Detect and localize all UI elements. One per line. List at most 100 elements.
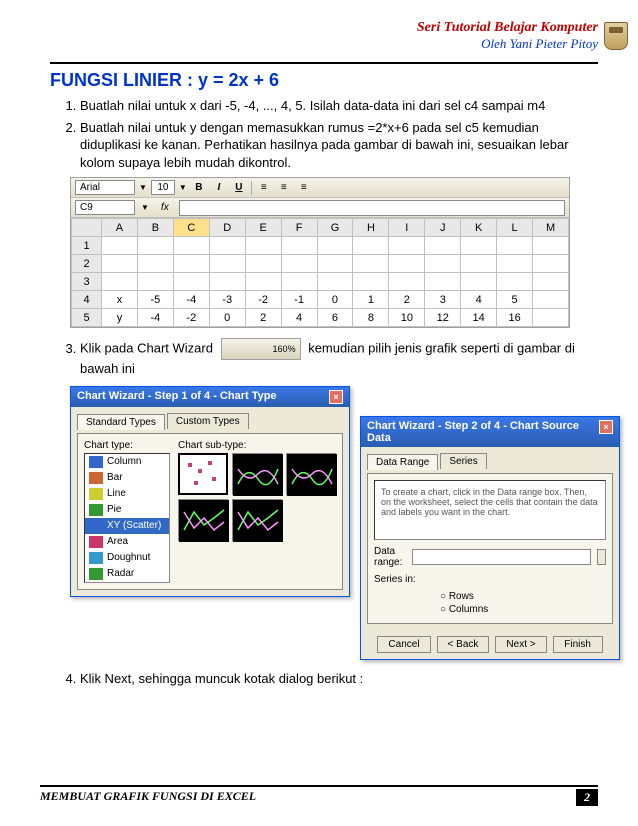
cell[interactable] [173, 273, 209, 291]
cell[interactable]: -4 [137, 309, 173, 327]
cell[interactable]: 16 [497, 309, 533, 327]
cell[interactable]: -4 [173, 291, 209, 309]
cell-reference[interactable]: C9 [75, 200, 135, 215]
cell[interactable] [173, 237, 209, 255]
column-header[interactable]: L [497, 219, 533, 237]
cell[interactable]: -1 [281, 291, 317, 309]
row-header[interactable]: 1 [72, 237, 102, 255]
cell[interactable] [317, 273, 353, 291]
cell[interactable] [281, 255, 317, 273]
cell[interactable] [137, 255, 173, 273]
cell[interactable] [497, 273, 533, 291]
cell[interactable] [281, 237, 317, 255]
chart-type-item[interactable]: Pie [85, 502, 169, 518]
cell[interactable]: -5 [137, 291, 173, 309]
cell[interactable] [353, 237, 389, 255]
cell[interactable] [389, 255, 425, 273]
chart-type-item[interactable]: Area [85, 534, 169, 550]
column-header[interactable]: H [353, 219, 389, 237]
tab-standard-types[interactable]: Standard Types [77, 414, 165, 430]
align-left-button[interactable]: ≡ [256, 180, 272, 196]
column-header[interactable]: G [317, 219, 353, 237]
cell[interactable] [461, 273, 497, 291]
cell[interactable] [533, 237, 569, 255]
cell[interactable] [209, 237, 245, 255]
bold-button[interactable]: B [191, 180, 207, 196]
back-button[interactable]: < Back [437, 636, 490, 653]
cell[interactable]: 1 [353, 291, 389, 309]
column-header[interactable]: J [425, 219, 461, 237]
subtype-option[interactable] [232, 453, 282, 495]
cell[interactable]: 12 [425, 309, 461, 327]
chart-type-item[interactable]: XY (Scatter) [85, 518, 169, 534]
cell[interactable] [102, 273, 138, 291]
cell[interactable]: 14 [461, 309, 497, 327]
cell[interactable] [425, 255, 461, 273]
subtype-option[interactable] [178, 499, 228, 541]
cell[interactable] [102, 237, 138, 255]
row-header[interactable]: 4 [72, 291, 102, 309]
close-icon[interactable]: × [599, 420, 613, 434]
chart-type-item[interactable]: Column [85, 454, 169, 470]
column-header[interactable]: E [245, 219, 281, 237]
cell[interactable]: y [102, 309, 138, 327]
cell[interactable] [102, 255, 138, 273]
formula-input[interactable] [179, 200, 565, 216]
chart-type-item[interactable]: Radar [85, 566, 169, 582]
column-header[interactable]: M [533, 219, 569, 237]
finish-button[interactable]: Finish [553, 636, 603, 653]
subtype-option[interactable] [286, 453, 336, 495]
cell[interactable]: 6 [317, 309, 353, 327]
column-header[interactable]: C [173, 219, 209, 237]
cell[interactable] [137, 273, 173, 291]
close-icon[interactable]: × [329, 390, 343, 404]
cell[interactable] [425, 237, 461, 255]
cell[interactable]: 8 [353, 309, 389, 327]
cell[interactable]: -2 [173, 309, 209, 327]
column-header[interactable]: I [389, 219, 425, 237]
chart-type-item[interactable]: Bar [85, 470, 169, 486]
cell[interactable] [173, 255, 209, 273]
cell[interactable]: 2 [245, 309, 281, 327]
cell[interactable] [209, 255, 245, 273]
cell[interactable] [353, 273, 389, 291]
cell[interactable]: 5 [497, 291, 533, 309]
cell[interactable] [533, 255, 569, 273]
cell[interactable] [461, 237, 497, 255]
font-size-selector[interactable]: 10 [151, 180, 175, 195]
cell[interactable]: 4 [281, 309, 317, 327]
cell[interactable] [497, 237, 533, 255]
cell[interactable] [425, 273, 461, 291]
chart-type-item[interactable]: Doughnut [85, 550, 169, 566]
align-right-button[interactable]: ≡ [296, 180, 312, 196]
italic-button[interactable]: I [211, 180, 227, 196]
tab-data-range[interactable]: Data Range [367, 454, 438, 470]
cell[interactable] [317, 237, 353, 255]
cell[interactable] [461, 255, 497, 273]
cell[interactable]: 3 [425, 291, 461, 309]
subtype-scatter[interactable] [178, 453, 228, 495]
column-header[interactable]: K [461, 219, 497, 237]
cell[interactable] [389, 273, 425, 291]
tab-series[interactable]: Series [440, 453, 486, 469]
radio-rows[interactable]: ○ Rows [440, 591, 606, 602]
cell[interactable] [317, 255, 353, 273]
cell[interactable] [533, 291, 569, 309]
chart-type-item[interactable]: Line [85, 486, 169, 502]
align-center-button[interactable]: ≡ [276, 180, 292, 196]
cell[interactable] [533, 273, 569, 291]
radio-columns[interactable]: ○ Columns [440, 604, 606, 615]
font-selector[interactable]: Arial [75, 180, 135, 195]
next-button[interactable]: Next > [495, 636, 546, 653]
cell[interactable] [245, 273, 281, 291]
cell[interactable] [137, 237, 173, 255]
column-header[interactable]: F [281, 219, 317, 237]
column-header[interactable]: A [102, 219, 138, 237]
row-header[interactable]: 3 [72, 273, 102, 291]
column-header[interactable]: D [209, 219, 245, 237]
row-header[interactable]: 2 [72, 255, 102, 273]
cell[interactable]: -3 [209, 291, 245, 309]
column-header[interactable] [72, 219, 102, 237]
cell[interactable] [389, 237, 425, 255]
range-picker-icon[interactable] [597, 549, 606, 565]
